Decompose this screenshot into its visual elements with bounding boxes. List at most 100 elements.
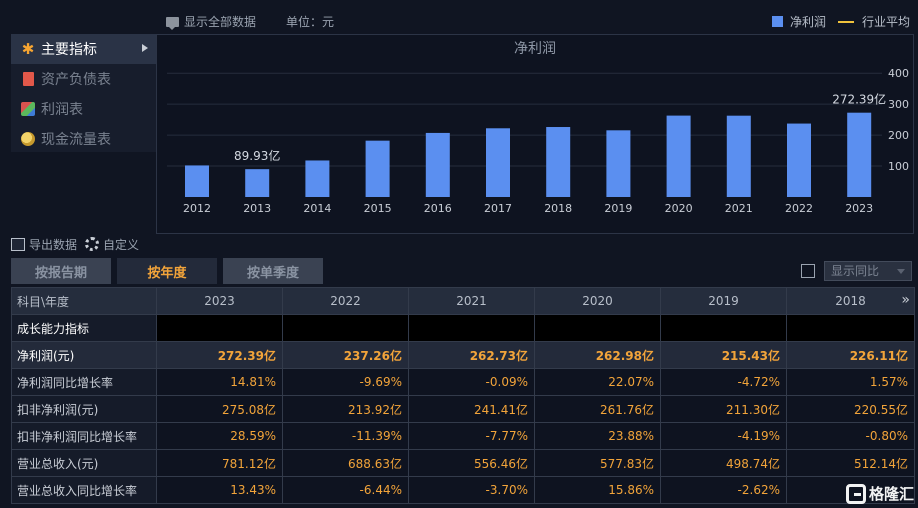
year-header[interactable]: 2021 (408, 287, 535, 315)
table-row[interactable]: 扣非净利润(元) 275.08亿 213.92亿 241.41亿 261.76亿 211.… (11, 395, 915, 423)
table-cell: 22.07% (534, 368, 661, 396)
year-header[interactable]: 2018 (786, 287, 915, 315)
table-row[interactable]: 营业总收入(元) 781.12亿 688.63亿 556.46亿 577.83亿 498.… (11, 449, 915, 477)
table-row[interactable]: 扣非净利润同比增长率 28.59% -11.39% -7.77% 23.88% -4.19… (11, 422, 915, 450)
top-bar: 显示全部数据 单位：元 净利润 行业平均 (0, 0, 918, 34)
bar-2015[interactable] (365, 140, 390, 197)
gelonghui-watermark: 格隆汇 (845, 483, 914, 504)
data-toolbar: 导出数据 自定义 (11, 234, 147, 254)
table-cell: -0.09% (408, 368, 535, 396)
row-label: 净利润(元) (11, 341, 157, 369)
yoy-select[interactable]: 显示同比 (824, 261, 912, 281)
yoy-controls: 显示同比 (801, 261, 912, 281)
show-all-data-toggle[interactable]: 显示全部数据 (166, 13, 256, 30)
table-cell: -3.70% (408, 476, 535, 504)
bar-2022[interactable] (787, 123, 811, 197)
legend-label-industry-average[interactable]: 行业平均 (861, 15, 910, 29)
bar-2017[interactable] (486, 128, 510, 197)
yoy-checkbox[interactable] (801, 264, 815, 278)
table-cell: -4.19% (660, 422, 787, 450)
bar-2020[interactable] (666, 115, 691, 197)
bar-2023[interactable] (847, 112, 872, 197)
table-cell: 556.46亿 (408, 449, 535, 477)
table-cell: 226.11亿 (786, 341, 915, 369)
x-tick-label: 2016 (424, 202, 452, 215)
star-icon: ✱ (21, 40, 35, 58)
export-icon (11, 237, 25, 251)
table-cell: -4.72% (660, 368, 787, 396)
x-tick-label: 2023 (845, 202, 873, 215)
table-cell (786, 314, 915, 342)
tab-by-report-period[interactable]: 按报告期 (11, 258, 111, 284)
year-header[interactable]: 2023 (156, 287, 283, 315)
tab-by-quarter[interactable]: 按单季度 (223, 258, 323, 284)
y-tick-label: 200 (888, 129, 909, 142)
table-cell: 220.55亿 (786, 395, 915, 423)
bar-2012[interactable] (185, 165, 209, 197)
y-tick-label: 100 (888, 160, 909, 173)
table-cell: 262.73亿 (408, 341, 535, 369)
year-header[interactable]: 2020 (534, 287, 661, 315)
table-row[interactable]: 净利润(元) 272.39亿 237.26亿 262.73亿 262.98亿 215.43… (11, 341, 915, 369)
x-tick-label: 2015 (364, 202, 392, 215)
period-tabs: 按报告期 按年度 按单季度 (11, 258, 329, 284)
row-label: 净利润同比增长率 (11, 368, 157, 396)
chart-legend: 净利润 行业平均 (771, 13, 910, 30)
export-data-button[interactable]: 导出数据 (11, 236, 77, 253)
table-cell: 213.92亿 (282, 395, 409, 423)
row-label: 营业总收入同比增长率 (11, 476, 157, 504)
y-tick-label: 400 (888, 67, 909, 80)
x-tick-label: 2019 (604, 202, 632, 215)
header-subject-year: 科目\年度 (11, 287, 157, 315)
table-cell: 211.30亿 (660, 395, 787, 423)
year-header[interactable]: 2019 (660, 287, 787, 315)
bar-2018[interactable] (546, 127, 571, 197)
menu-item-main-indicators[interactable]: ✱ 主要指标 (11, 34, 156, 64)
table-cell: 14.81% (156, 368, 283, 396)
table-cell: 512.14亿 (786, 449, 915, 477)
gear-icon (85, 237, 100, 251)
table-row[interactable]: 营业总收入同比增长率 13.43% -6.44% -3.70% 15.86% -2.62% (11, 476, 915, 504)
table-cell: 15.86% (534, 476, 661, 504)
row-label: 营业总收入(元) (11, 449, 157, 477)
legend-swatch-industry-average (837, 20, 854, 23)
menu-item-label: 主要指标 (41, 42, 97, 58)
year-header[interactable]: 2022 (282, 287, 409, 315)
table-row[interactable]: 成长能力指标 (11, 314, 915, 342)
menu-item-balance-sheet[interactable]: 资产负债表 (11, 64, 156, 94)
menu-item-income-statement[interactable]: 利润表 (11, 94, 156, 124)
x-tick-label: 2013 (243, 202, 271, 215)
table-cell: -7.77% (408, 422, 535, 450)
bar-2014[interactable] (305, 160, 330, 197)
table-row[interactable]: 净利润同比增长率 14.81% -9.69% -0.09% 22.07% -4.72% 1.… (11, 368, 915, 396)
cube-icon (21, 102, 35, 116)
table-cell: -9.69% (282, 368, 409, 396)
bar-2013[interactable] (245, 169, 270, 197)
table-cell (282, 314, 409, 342)
x-tick-label: 2014 (303, 202, 331, 215)
table-cell (156, 314, 283, 342)
comment-icon (166, 16, 179, 30)
table-cell: 577.83亿 (534, 449, 661, 477)
bar-2021[interactable] (726, 115, 751, 197)
table-cell (408, 314, 535, 342)
legend-label-net-profit[interactable]: 净利润 (789, 15, 826, 29)
bar-2016[interactable] (425, 132, 450, 197)
report-menu: ✱ 主要指标 资产负债表 利润表 现金流量表 (11, 34, 156, 152)
table-cell: -6.44% (282, 476, 409, 504)
table-cell: 275.08亿 (156, 395, 283, 423)
double-chevron-right-icon[interactable]: » (901, 292, 910, 308)
table-cell: 215.43亿 (660, 341, 787, 369)
customize-button[interactable]: 自定义 (85, 236, 139, 253)
menu-item-cash-flow[interactable]: 现金流量表 (11, 124, 156, 154)
customize-label: 自定义 (103, 237, 140, 252)
x-tick-label: 2021 (725, 202, 753, 215)
y-tick-label: 300 (888, 98, 909, 111)
arrow-right-icon (142, 44, 148, 52)
coins-icon (21, 132, 35, 146)
bar-2019[interactable] (606, 130, 631, 197)
table-cell: -11.39% (282, 422, 409, 450)
show-all-label: 显示全部数据 (184, 15, 257, 29)
table-cell: 272.39亿 (156, 341, 283, 369)
tab-by-year[interactable]: 按年度 (117, 258, 217, 284)
